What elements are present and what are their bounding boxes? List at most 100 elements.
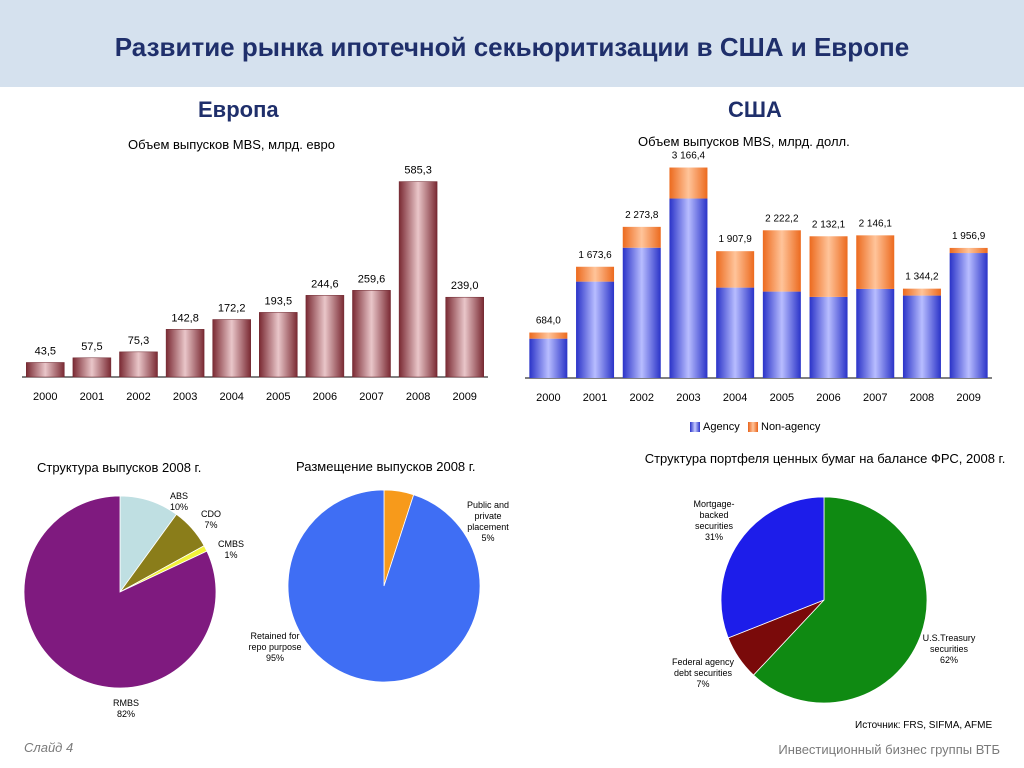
usa-bar-non-agency [669,167,708,199]
usa-bar-agency [902,295,941,378]
europe-x-tick: 2001 [80,391,104,403]
usa-x-tick: 2009 [956,392,980,404]
europe-bar-value: 259,6 [358,273,386,285]
legend-non-agency: Non-agency [748,421,820,433]
europe-bar [212,319,251,378]
europe-chart-title: Объем выпусков MBS, млрд. евро [128,137,336,152]
pie-fed-portfolio [720,496,928,704]
pie1-label-cmbs: CMBS 1% [217,539,244,560]
pie-slice [287,489,481,683]
europe-bar-value: 57,5 [81,341,102,353]
pie-slice [23,495,217,689]
usa-x-tick: 2002 [630,392,654,404]
usa-bar-total: 1 344,2 [905,272,939,283]
usa-x-tick: 2006 [816,392,840,404]
usa-x-tick: 2007 [863,392,887,404]
pie-slice [752,496,928,704]
europe-x-tick: 2002 [126,391,150,403]
usa-bar-total: 1 907,9 [718,234,752,245]
europe-bar [352,290,391,378]
europe-bar-value: 193,5 [265,295,293,307]
europe-bar [165,329,205,378]
europe-x-tick: 2000 [33,391,57,403]
europe-x-tick: 2003 [173,391,197,403]
slide-number: Слайд 4 [24,740,74,755]
europe-bar-value: 142,8 [171,312,199,324]
europe-bar [445,296,484,378]
legend-agency-swatch [690,422,700,432]
legend-agency: Agency [690,421,740,433]
usa-bar-non-agency [856,235,895,289]
usa-bar-agency [856,288,895,378]
pie-issuance-structure [23,495,217,689]
legend-non-agency-label: Non-agency [761,421,821,433]
usa-bar-non-agency [949,247,988,254]
pie1-label-abs: ABS 10% [169,491,188,512]
legend-non-agency-swatch [748,422,758,432]
usa-bar-agency [669,198,708,378]
pie1-label-rmbs: RMBS 82% [112,698,139,719]
europe-x-tick: 2007 [359,391,383,403]
europe-bar-value: 43,5 [35,345,56,357]
europe-x-tick: 2004 [219,391,243,403]
europe-section-title: Европа [198,97,279,122]
usa-bar-total: 2 222,2 [765,213,799,224]
usa-bar-total: 2 146,1 [859,218,893,229]
pie-slice [720,496,825,639]
pie3-label-mbs: Mortgage-backed securities 31% [693,499,735,542]
europe-bar [398,181,438,378]
europe-bar-value: 244,6 [311,278,339,290]
usa-bar-non-agency [716,251,755,288]
usa-x-tick: 2004 [723,392,747,404]
usa-bar-non-agency [762,230,801,292]
europe-bar-value: 239,0 [451,280,479,292]
usa-bar-agency [622,247,661,378]
usa-bar-non-agency [576,266,615,282]
europe-bar [305,295,345,378]
europe-bar-chart: 43,5 2000 57,5 2001 75,3 2002 142,8 2003 172,2 20… [22,165,488,403]
europe-bar [119,351,158,378]
footer-brand: Инвестиционный бизнес группы ВТБ [778,742,1000,757]
europe-bar-value: 585,3 [404,165,432,177]
usa-bar-chart: 684,0 2000 1 673,6 2001 2 273,8 2002 3 166,4 20… [525,151,992,404]
europe-bar-value: 75,3 [128,335,149,347]
pie2-label-public: Public and private placement 5% [466,500,510,543]
usa-bar-total: 2 132,1 [812,219,846,230]
usa-x-tick: 2005 [770,392,794,404]
usa-bar-agency [809,296,848,378]
usa-bar-total: 1 673,6 [578,250,612,261]
pie3-title: Структура портфеля ценных бумаг на балан… [644,451,1006,466]
pie-issuance-placement [287,489,481,683]
usa-x-tick: 2003 [676,392,700,404]
legend-agency-label: Agency [703,421,740,433]
pie2-title: Размещение выпусков 2008 г. [296,459,476,474]
usa-bar-total: 1 956,9 [952,231,986,242]
usa-bar-agency [576,281,615,378]
europe-bar [72,357,112,378]
usa-bar-non-agency [622,226,661,248]
usa-x-tick: 2001 [583,392,607,404]
europe-x-tick: 2009 [452,391,476,403]
usa-bar-agency [949,253,988,378]
pie3-label-agency-debt: Federal agency debt securities 7% [671,657,735,689]
usa-bar-total: 684,0 [536,316,561,327]
usa-bar-agency [762,291,801,378]
europe-x-tick: 2006 [313,391,337,403]
usa-section-title: США [728,97,782,122]
usa-chart-title: Объем выпусков MBS, млрд. долл. [638,134,850,149]
header-banner [0,0,1024,87]
usa-bar-non-agency [902,288,941,296]
pie2-label-retained: Retained for repo purpose 95% [248,631,302,663]
pie1-title: Структура выпусков 2008 г. [37,460,202,475]
europe-bar [259,312,298,378]
usa-bar-agency [529,338,568,378]
page-title: Развитие рынка ипотечной секьюритизации … [114,32,910,62]
usa-bar-non-agency [809,236,848,297]
source-note: Источник: FRS, SIFMA, AFME [855,720,993,731]
europe-x-tick: 2008 [406,391,430,403]
pie1-label-cdo: CDO 7% [201,509,221,530]
europe-x-tick: 2005 [266,391,290,403]
europe-bar [26,362,65,378]
pie3-label-treasury: U.S.Treasury securities 62% [922,633,976,665]
